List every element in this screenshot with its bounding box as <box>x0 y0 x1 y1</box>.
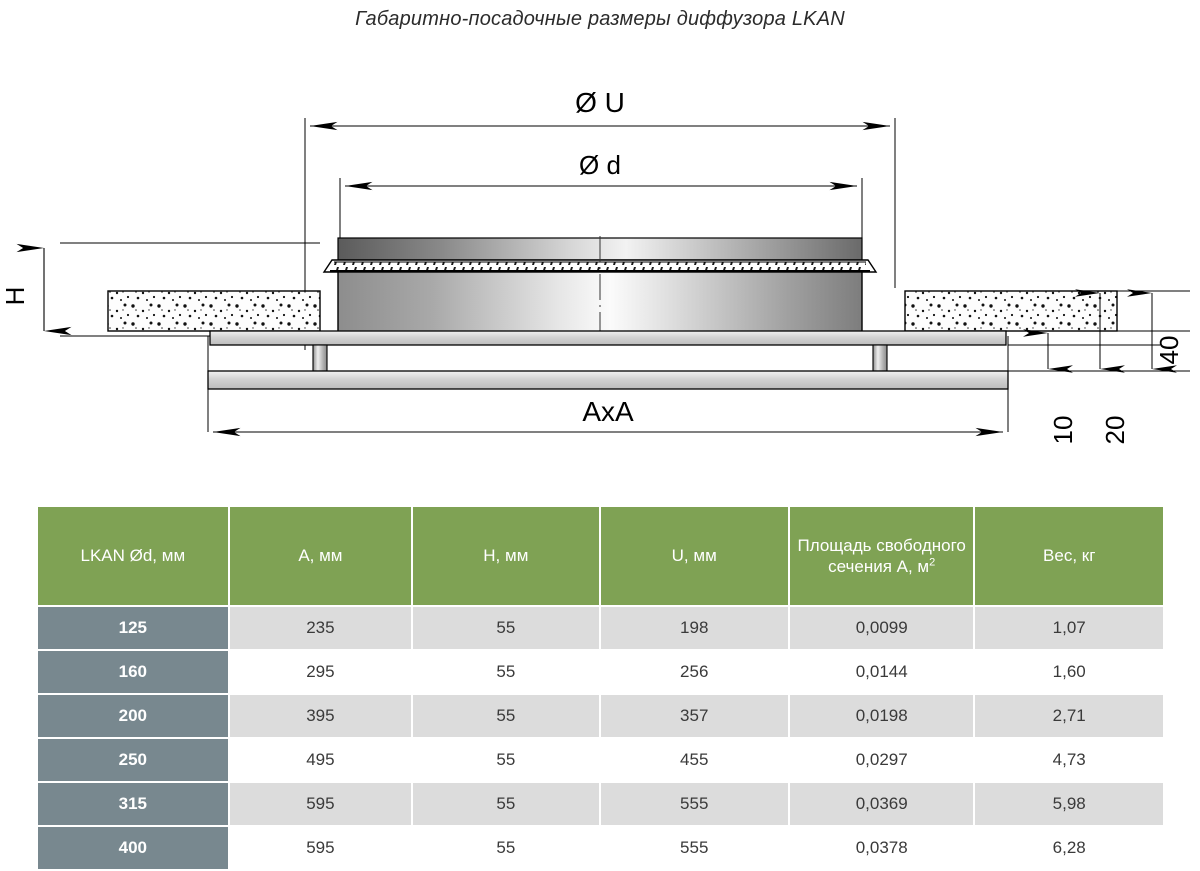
diffuser-body <box>322 236 878 334</box>
column-header-free-area-text: Площадь свободного сечения A, м <box>797 535 966 576</box>
cell-lkan-d: 400 <box>38 827 228 869</box>
face-plate-lower <box>207 370 1009 390</box>
cell-a: 595 <box>229 783 412 825</box>
cell-free-area: 0,0198 <box>789 695 974 737</box>
cell-weight: 1,60 <box>975 651 1163 693</box>
table-row: 160 295 55 256 0,0144 1,60 <box>38 651 1163 693</box>
label-plate-size: AxA <box>582 396 634 427</box>
label-dim-20: 20 <box>1100 416 1130 445</box>
column-header-h: H, мм <box>413 507 599 605</box>
cell-free-area: 0,0099 <box>789 607 974 649</box>
cell-h: 55 <box>413 783 599 825</box>
ceiling-slab-right <box>904 290 1118 332</box>
support-leg-left <box>312 344 328 372</box>
cell-u: 357 <box>600 695 788 737</box>
technical-drawing: Ø U Ø d AxA H 40 20 10 <box>0 50 1200 490</box>
cell-a: 395 <box>229 695 412 737</box>
cell-u: 555 <box>600 827 788 869</box>
cell-lkan-d: 250 <box>38 739 228 781</box>
column-header-u: U, мм <box>600 507 788 605</box>
column-header-free-area: Площадь свободного сечения A, м2 <box>789 507 974 605</box>
cell-u: 455 <box>600 739 788 781</box>
label-dim-10: 10 <box>1048 416 1078 445</box>
cell-weight: 1,07 <box>975 607 1163 649</box>
label-height: H <box>0 287 30 306</box>
cell-a: 295 <box>229 651 412 693</box>
ceiling-slab-left <box>107 290 321 332</box>
label-diameter-u: Ø U <box>575 87 625 118</box>
cell-a: 235 <box>229 607 412 649</box>
cell-u: 256 <box>600 651 788 693</box>
cell-u: 198 <box>600 607 788 649</box>
cell-lkan-d: 125 <box>38 607 228 649</box>
cell-lkan-d: 160 <box>38 651 228 693</box>
table-body: 125 235 55 198 0,0099 1,07 160 295 55 256 0,0144 1,… <box>38 607 1163 869</box>
table-header-row: LKAN Ød, мм A, мм H, мм U, мм Площадь св… <box>38 507 1163 605</box>
cell-weight: 6,28 <box>975 827 1163 869</box>
cell-a: 595 <box>229 827 412 869</box>
cell-lkan-d: 200 <box>38 695 228 737</box>
column-header-lkan-d: LKAN Ød, мм <box>38 507 228 605</box>
dimension-right-group <box>1008 289 1190 373</box>
table-row: 400 595 55 555 0,0378 6,28 <box>38 827 1163 869</box>
cell-h: 55 <box>413 695 599 737</box>
table-row: 200 395 55 357 0,0198 2,71 <box>38 695 1163 737</box>
mounting-plate-upper <box>209 330 1007 346</box>
cell-h: 55 <box>413 739 599 781</box>
cell-weight: 4,73 <box>975 739 1163 781</box>
table-row: 250 495 55 455 0,0297 4,73 <box>38 739 1163 781</box>
cell-free-area: 0,0378 <box>789 827 974 869</box>
cell-free-area: 0,0144 <box>789 651 974 693</box>
column-header-weight: Вес, кг <box>975 507 1163 605</box>
table-row: 125 235 55 198 0,0099 1,07 <box>38 607 1163 649</box>
cell-h: 55 <box>413 607 599 649</box>
table-row: 315 595 55 555 0,0369 5,98 <box>38 783 1163 825</box>
superscript-two: 2 <box>929 556 936 569</box>
label-diameter-d: Ø d <box>579 150 621 180</box>
cell-a: 495 <box>229 739 412 781</box>
cell-free-area: 0,0369 <box>789 783 974 825</box>
cell-h: 55 <box>413 651 599 693</box>
cell-free-area: 0,0297 <box>789 739 974 781</box>
cell-weight: 5,98 <box>975 783 1163 825</box>
cell-weight: 2,71 <box>975 695 1163 737</box>
support-leg-right <box>872 344 888 372</box>
label-dim-40: 40 <box>1154 336 1184 365</box>
page-title: Габаритно-посадочные размеры диффузора L… <box>355 8 845 30</box>
column-header-a: A, мм <box>229 507 412 605</box>
specification-table: LKAN Ød, мм A, мм H, мм U, мм Площадь св… <box>36 505 1165 871</box>
cell-u: 555 <box>600 783 788 825</box>
cell-lkan-d: 315 <box>38 783 228 825</box>
cell-h: 55 <box>413 827 599 869</box>
